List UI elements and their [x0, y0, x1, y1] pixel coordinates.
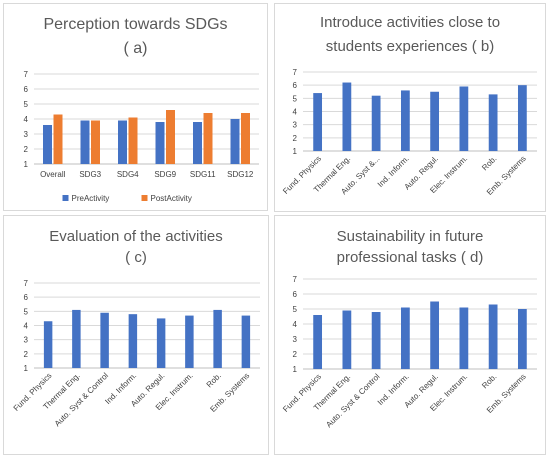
- y-tick-label: 7: [293, 275, 298, 284]
- bar: [185, 315, 194, 368]
- y-tick-label: 4: [24, 115, 29, 124]
- bar: [213, 309, 222, 368]
- y-tick-label: 2: [24, 350, 29, 359]
- y-tick-label: 2: [293, 134, 298, 143]
- bar: [230, 119, 240, 164]
- chart-subtitle: ( a): [124, 40, 148, 57]
- bar: [43, 125, 52, 164]
- bar: [313, 93, 323, 151]
- x-tick-label: SDG12: [227, 170, 254, 179]
- legend-swatch: [62, 195, 69, 201]
- bar: [517, 85, 527, 151]
- bar: [488, 94, 498, 151]
- y-tick-label: 6: [293, 81, 298, 90]
- bar: [43, 321, 53, 368]
- legend-label: PostActivity: [151, 194, 192, 203]
- chart-subtitle: professional tasks ( d): [337, 249, 484, 266]
- bar: [430, 301, 440, 369]
- y-tick-label: 1: [293, 147, 298, 156]
- bar: [488, 304, 498, 369]
- bar: [80, 120, 90, 164]
- bar: [193, 122, 202, 164]
- y-tick-label: 2: [293, 350, 298, 359]
- chart-panel-student-experiences: Introduce activities close to students ex…: [274, 3, 546, 212]
- y-tick-label: 3: [24, 336, 29, 345]
- x-tick-label: SDG11: [190, 170, 216, 179]
- y-tick-label: 4: [293, 108, 298, 117]
- y-tick-label: 6: [24, 293, 29, 302]
- bar: [459, 86, 469, 151]
- x-tick-label: SDG3: [79, 170, 101, 179]
- x-tick-label: Rob.: [480, 372, 498, 390]
- chart-title: Sustainability in future: [337, 228, 484, 245]
- x-tick-label: SDG9: [154, 170, 176, 179]
- bar: [430, 91, 440, 151]
- bar: [342, 310, 352, 369]
- chart-subtitle: students experiences ( b): [326, 38, 494, 55]
- chart-subtitle: ( c): [125, 249, 147, 266]
- y-tick-label: 6: [293, 290, 298, 299]
- y-tick-label: 5: [24, 307, 29, 316]
- bar: [517, 309, 527, 369]
- chart-svg: Introduce activities close to students ex…: [281, 14, 537, 197]
- y-tick-label: 4: [24, 322, 29, 331]
- bar: [72, 309, 81, 368]
- y-tick-label: 3: [293, 121, 298, 130]
- x-tick-label: Auto. Syst & Control: [53, 371, 110, 428]
- x-tick-label: Auto. Syst & Control: [324, 372, 381, 429]
- y-tick-label: 1: [24, 160, 29, 169]
- y-tick-label: 5: [293, 305, 298, 314]
- chart-title: Introduce activities close to: [320, 14, 500, 31]
- bar: [371, 95, 381, 151]
- chart-title: Perception towards SDGs: [43, 16, 227, 33]
- chart-panel-activity-evaluation: Evaluation of the activities( c) 1 2 3 4 5 6 7 F…: [3, 215, 269, 455]
- bar: [342, 82, 352, 151]
- bar: [53, 114, 63, 164]
- bar: [241, 113, 250, 164]
- bar: [100, 312, 109, 368]
- y-tick-label: 4: [293, 320, 298, 329]
- y-tick-label: 3: [293, 335, 298, 344]
- bar: [203, 113, 213, 164]
- chart-svg: Sustainability in future professional tas…: [281, 228, 537, 429]
- y-tick-label: 2: [24, 145, 29, 154]
- x-tick-label: Rob.: [205, 371, 223, 389]
- bar: [371, 312, 381, 369]
- bar: [241, 315, 251, 368]
- chart-panel-sdg-perception: Perception towards SDGs ( a) 1 2 3 4 5 6 7 Overal…: [3, 3, 268, 211]
- bar: [155, 122, 165, 164]
- bar: [128, 117, 138, 164]
- chart-panel-future-sustainability: Sustainability in future professional tas…: [274, 215, 546, 455]
- chart-svg: Evaluation of the activities( c)1234567F…: [12, 228, 260, 428]
- x-tick-label: Overall: [40, 170, 66, 179]
- bar: [128, 314, 138, 368]
- bar: [459, 307, 469, 369]
- y-tick-label: 6: [24, 85, 29, 94]
- y-tick-label: 1: [24, 364, 29, 373]
- y-tick-label: 1: [293, 365, 298, 374]
- bar: [118, 120, 127, 164]
- chart-svg: Perception towards SDGs ( a) 1 2 3 4 5 6 7 Overal…: [24, 16, 259, 203]
- bar: [156, 318, 166, 368]
- chart-title: Evaluation of the activities: [49, 228, 222, 245]
- y-tick-label: 7: [24, 70, 29, 79]
- bar: [313, 315, 323, 369]
- y-tick-label: 5: [293, 94, 298, 103]
- y-tick-label: 3: [24, 130, 29, 139]
- bar: [91, 120, 100, 164]
- y-tick-label: 7: [24, 279, 29, 288]
- y-tick-label: 5: [24, 100, 29, 109]
- bar: [166, 110, 175, 164]
- bar: [400, 90, 410, 151]
- y-tick-label: 7: [293, 68, 298, 77]
- x-tick-label: Rob.: [480, 154, 498, 172]
- bar: [400, 307, 410, 369]
- legend-swatch: [141, 195, 148, 201]
- legend-label: PreActivity: [72, 194, 110, 203]
- x-tick-label: SDG4: [117, 170, 139, 179]
